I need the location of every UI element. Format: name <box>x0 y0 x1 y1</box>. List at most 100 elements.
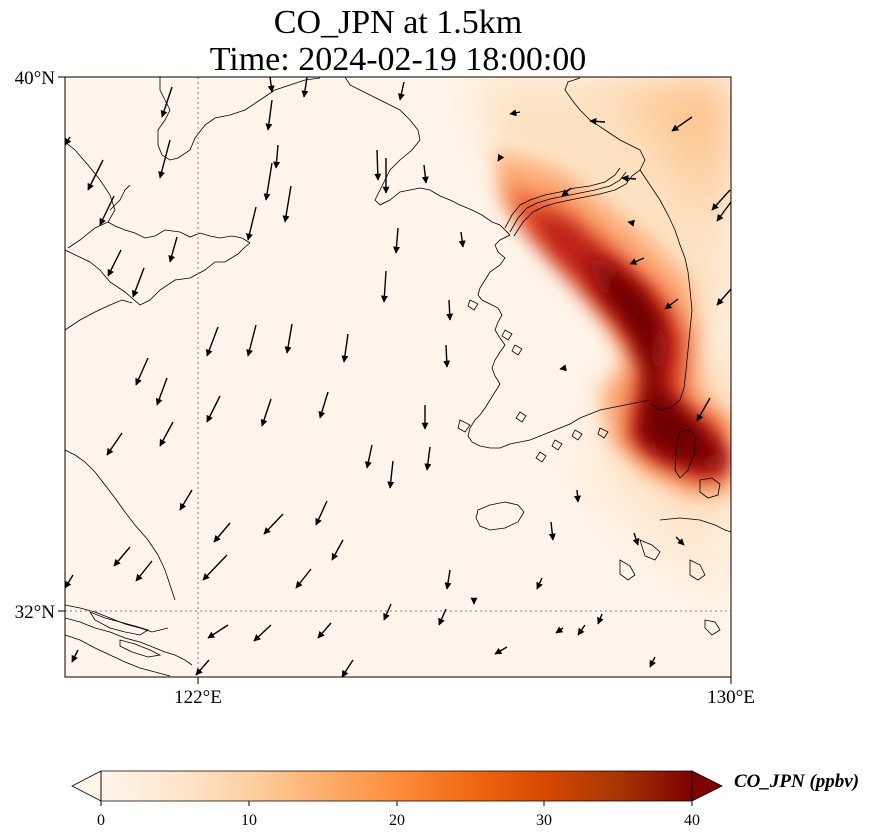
wind-arrow <box>107 249 122 277</box>
wind-arrow <box>159 421 174 447</box>
wind-arrow <box>160 86 173 118</box>
wind-arrow <box>716 288 731 306</box>
wind-arrow <box>301 77 309 98</box>
wind-arrow <box>374 149 382 181</box>
colorbar-title: CO_JPN (ppbv) <box>734 771 859 792</box>
wind-arrow <box>555 626 564 634</box>
wind-arrow <box>282 185 292 223</box>
wind-arrow <box>135 560 153 582</box>
wind-arrow <box>387 460 395 489</box>
wind-arrow <box>458 231 466 248</box>
map-frame <box>64 76 732 678</box>
wind-arrow <box>341 659 354 677</box>
wind-arrow <box>131 267 145 298</box>
co-concentration-field <box>470 77 731 600</box>
wind-arrow <box>206 395 221 423</box>
colorbar-tick-10: 10 <box>241 812 257 829</box>
wind-arrow <box>205 326 219 357</box>
wind-arrow <box>65 574 74 589</box>
axis-ticks <box>58 76 732 684</box>
wind-arrow <box>664 298 679 310</box>
wind-arrow <box>315 500 328 526</box>
wind-arrow <box>561 187 572 197</box>
wind-arrow <box>548 521 556 541</box>
wind-arrow <box>383 603 392 621</box>
wind-arrow <box>671 116 693 132</box>
wind-arrow <box>99 195 115 226</box>
wind-arrow <box>135 357 149 386</box>
wind-arrow <box>589 117 606 125</box>
wind-arrow <box>675 536 685 546</box>
wind-arrow <box>246 206 257 241</box>
wind-arrow <box>318 391 329 419</box>
wind-arrow <box>536 577 543 590</box>
wind-arrow <box>573 489 581 503</box>
wind-arrow <box>444 569 452 590</box>
wind-arrow <box>577 624 586 636</box>
wind-arrow <box>716 201 731 222</box>
wind-arrow <box>253 624 272 642</box>
wind-arrow <box>397 81 405 101</box>
colorbar: 0 10 20 30 40 CO_JPN (ppbv) <box>71 770 859 829</box>
wind-arrow <box>393 227 400 254</box>
wind-arrow <box>380 270 388 303</box>
wind-arrow <box>295 568 312 589</box>
wind-arrow <box>649 656 656 668</box>
colorbar-tick-40: 40 <box>684 812 700 829</box>
wind-arrow <box>317 622 332 639</box>
wind-arrow <box>438 608 447 626</box>
wind-arrow <box>195 659 210 676</box>
colorbar-tick-30: 30 <box>536 812 552 829</box>
wind-arrow <box>267 77 275 93</box>
wind-arrow <box>284 323 293 354</box>
wind-arrow <box>71 649 79 663</box>
wind-arrow <box>627 219 635 227</box>
wind-arrow <box>497 153 505 162</box>
wind-arrow <box>158 139 171 179</box>
wind-arrow <box>424 446 432 471</box>
wind-arrow <box>213 522 231 543</box>
map-title-line2: Time: 2024-02-19 18:00:00 <box>209 41 587 78</box>
wind-arrow <box>421 164 429 184</box>
wind-arrow <box>113 546 131 567</box>
wind-arrow <box>446 299 454 321</box>
wind-arrow <box>597 613 604 625</box>
wind-arrow <box>696 397 711 422</box>
wind-arrow <box>273 144 281 169</box>
wind-arrow <box>364 444 373 469</box>
wind-arrow <box>263 162 273 201</box>
wind-arrow <box>632 532 640 546</box>
colorbar-extend-max <box>691 770 723 802</box>
map-title-line1: CO_JPN at 1.5km <box>273 4 523 41</box>
colorbar-gradient <box>101 771 692 801</box>
wind-vector-field <box>65 77 731 677</box>
wind-arrow <box>207 624 229 639</box>
lon-label-130E: 130°E <box>707 687 755 708</box>
graticule-lines <box>65 77 731 677</box>
map-panel <box>65 77 731 677</box>
wind-arrow <box>621 174 637 182</box>
colorbar-extend-min <box>71 770 102 802</box>
colorbar-tick-20: 20 <box>389 812 405 829</box>
wind-arrow <box>106 432 123 456</box>
wind-arrow <box>168 236 178 263</box>
colorbar-tick-0: 0 <box>97 812 105 829</box>
wind-arrow <box>87 159 104 191</box>
wind-arrow <box>155 377 168 406</box>
wind-arrow <box>341 333 349 363</box>
lat-label-32N: 32°N <box>15 602 56 623</box>
wind-arrow <box>263 513 284 535</box>
wind-arrow <box>265 99 273 131</box>
wind-arrow <box>65 136 72 146</box>
wind-arrow <box>331 539 344 561</box>
wind-arrow <box>443 344 451 368</box>
wind-arrow <box>711 189 731 211</box>
lat-label-40N: 40°N <box>15 68 56 89</box>
wind-arrow <box>179 489 193 511</box>
wind-arrow <box>509 109 521 117</box>
wind-arrow <box>559 364 567 372</box>
wind-arrow <box>494 646 508 655</box>
wind-arrow <box>202 554 228 581</box>
wind-arrow <box>246 324 257 357</box>
